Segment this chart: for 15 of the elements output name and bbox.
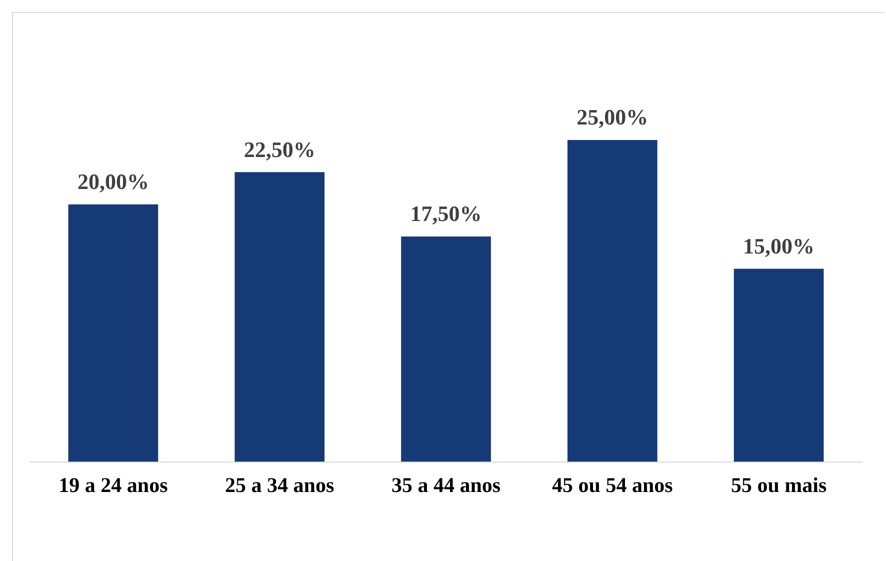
x-tick-label: 45 ou 54 anos [552, 472, 673, 497]
bar [734, 268, 824, 462]
x-tick-label: 35 a 44 anos [391, 472, 501, 497]
bar [401, 236, 491, 462]
x-tick-label: 19 a 24 anos [58, 472, 168, 497]
bar [68, 204, 158, 462]
bar [234, 172, 325, 462]
bar [567, 140, 658, 462]
data-label: 15,00% [743, 233, 815, 258]
x-tick-label: 55 ou mais [730, 472, 827, 497]
data-label: 17,50% [410, 201, 482, 226]
data-label: 22,50% [244, 136, 316, 162]
x-tick-label: 25 a 34 anos [225, 472, 334, 497]
data-label: 20,00% [77, 169, 149, 194]
data-label: 25,00% [576, 104, 648, 130]
